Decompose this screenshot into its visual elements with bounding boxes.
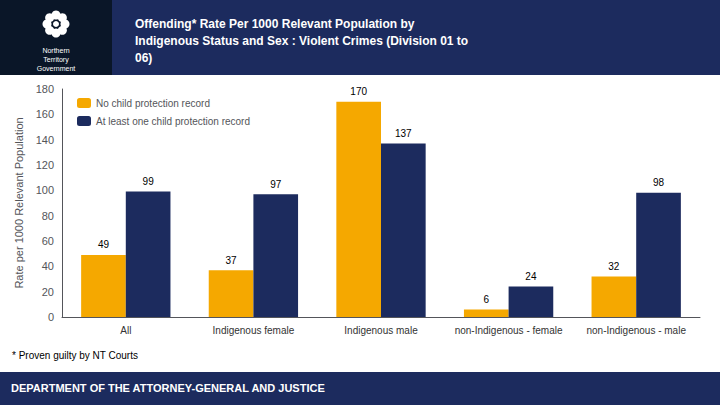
svg-text:99: 99 bbox=[143, 176, 155, 187]
svg-text:0: 0 bbox=[48, 311, 54, 323]
svg-text:All: All bbox=[120, 325, 131, 336]
svg-text:20: 20 bbox=[42, 286, 54, 298]
svg-text:6: 6 bbox=[483, 294, 489, 305]
svg-text:* Proven guilty by NT Courts: * Proven guilty by NT Courts bbox=[12, 350, 138, 361]
svg-text:60: 60 bbox=[42, 235, 54, 247]
svg-text:At least one child protection: At least one child protection record bbox=[96, 116, 250, 127]
svg-text:DEPARTMENT OF THE ATTORNEY-GEN: DEPARTMENT OF THE ATTORNEY-GENERAL AND J… bbox=[11, 382, 325, 394]
svg-text:Indigenous Status and Sex : Vi: Indigenous Status and Sex : Violent Crim… bbox=[135, 34, 468, 48]
svg-text:Northern: Northern bbox=[42, 47, 69, 54]
svg-text:No child protection record: No child protection record bbox=[96, 98, 210, 109]
svg-text:100: 100 bbox=[36, 184, 54, 196]
svg-text:non-Indigenous - female: non-Indigenous - female bbox=[455, 325, 563, 336]
svg-text:Rate per 1000 Relevant Populat: Rate per 1000 Relevant Population bbox=[13, 117, 25, 288]
svg-text:137: 137 bbox=[395, 128, 412, 139]
svg-text:Indigenous female: Indigenous female bbox=[213, 325, 295, 336]
svg-text:180: 180 bbox=[36, 83, 54, 95]
svg-text:Territory: Territory bbox=[43, 56, 69, 64]
svg-text:Government: Government bbox=[37, 65, 76, 72]
svg-text:160: 160 bbox=[36, 108, 54, 120]
svg-text:98: 98 bbox=[653, 177, 665, 188]
svg-text:40: 40 bbox=[42, 260, 54, 272]
svg-text:120: 120 bbox=[36, 159, 54, 171]
svg-text:170: 170 bbox=[350, 86, 367, 97]
svg-text:140: 140 bbox=[36, 134, 54, 146]
svg-text:Offending* Rate Per 1000 Relev: Offending* Rate Per 1000 Relevant Popula… bbox=[135, 17, 415, 31]
svg-text:49: 49 bbox=[98, 239, 110, 250]
svg-text:80: 80 bbox=[42, 210, 54, 222]
svg-text:37: 37 bbox=[226, 255, 238, 266]
svg-text:Indigenous male: Indigenous male bbox=[344, 325, 418, 336]
svg-text:24: 24 bbox=[525, 271, 537, 282]
svg-text:32: 32 bbox=[608, 261, 620, 272]
svg-text:97: 97 bbox=[270, 179, 282, 190]
svg-text:non-Indigenous - male: non-Indigenous - male bbox=[586, 325, 686, 336]
svg-text:06): 06) bbox=[135, 51, 152, 65]
